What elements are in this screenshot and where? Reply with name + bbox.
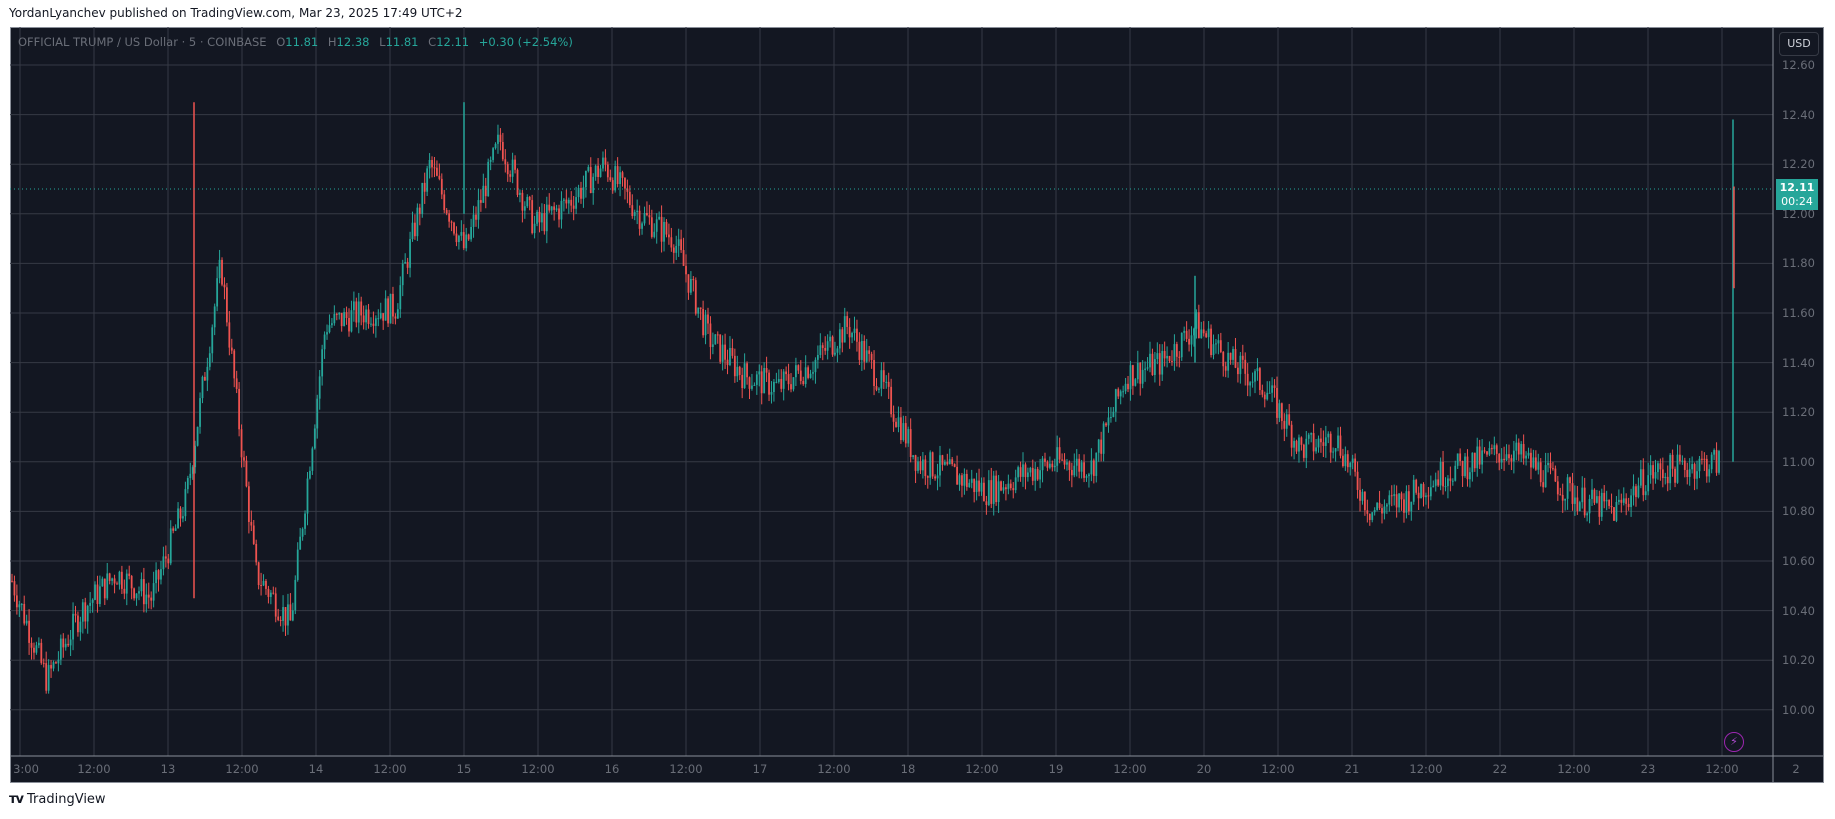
chart-legend: OFFICIAL TRUMP / US Dollar · 5 · COINBAS… <box>18 35 573 49</box>
time-label: 19 <box>1048 762 1064 776</box>
time-label: 15 <box>456 762 472 776</box>
tradingview-mark-icon: ᴛᴠ <box>9 792 24 807</box>
price-label: 11.20 <box>1782 405 1815 420</box>
high-value: 12.38 <box>336 35 370 49</box>
low-value: 11.81 <box>385 35 419 49</box>
price-label: 12.60 <box>1782 58 1815 72</box>
time-label: 17 <box>752 762 768 776</box>
time-label: 12:00 <box>1409 762 1443 776</box>
time-label: 12:00 <box>225 762 259 776</box>
change-value: +0.30 (+2.54%) <box>478 35 573 49</box>
price-label: 11.60 <box>1782 306 1815 320</box>
publish-info: YordanLyanchev published on TradingView.… <box>9 6 463 20</box>
time-label: 12:00 <box>669 762 703 776</box>
tradingview-brand: TradingView <box>27 792 106 807</box>
time-label: 20 <box>1196 762 1212 776</box>
time-label: 13 <box>160 762 176 776</box>
time-label: 12:00 <box>1261 762 1295 776</box>
open-value: 11.81 <box>285 35 319 49</box>
time-label: 12:00 <box>521 762 555 776</box>
price-label: 10.40 <box>1782 603 1815 618</box>
price-label: 10.80 <box>1782 504 1815 519</box>
time-label: 12:00 <box>965 762 999 776</box>
time-label: 16 <box>604 762 620 776</box>
time-label: 12:00 <box>817 762 851 776</box>
time-label: 23 <box>1640 762 1656 776</box>
price-label: 12.00 <box>1782 206 1815 221</box>
price-label: 10.00 <box>1782 702 1815 717</box>
close-value: 12.11 <box>436 35 470 49</box>
currency-button[interactable]: USD <box>1779 32 1819 56</box>
candles <box>11 102 1735 694</box>
time-label: 18 <box>900 762 916 776</box>
price-label: 12.20 <box>1782 157 1815 172</box>
price-label: 11.40 <box>1782 355 1815 370</box>
time-label: 22 <box>1492 762 1508 776</box>
symbol-title[interactable]: OFFICIAL TRUMP / US Dollar · 5 · COINBAS… <box>18 35 267 49</box>
chart-frame[interactable] <box>10 27 1824 783</box>
lightning-icon[interactable]: ⚡ <box>1724 732 1744 752</box>
time-label: 12:00 <box>1705 762 1739 776</box>
price-label: 10.20 <box>1782 653 1815 668</box>
price-label: 10.60 <box>1782 554 1815 568</box>
price-label: 11.00 <box>1782 454 1815 469</box>
time-label: 12:00 <box>1557 762 1591 776</box>
last-price-tag: 12.11 00:24 <box>1776 179 1818 210</box>
time-label: 12:00 <box>1113 762 1147 776</box>
time-label: 12:00 <box>373 762 407 776</box>
price-label: 12.40 <box>1782 107 1815 122</box>
last-price: 12.11 <box>1779 181 1815 194</box>
time-label: 2 <box>1792 762 1800 776</box>
time-label: 12:00 <box>77 762 111 776</box>
bar-countdown: 00:24 <box>1781 195 1813 208</box>
time-label: 3:00 <box>13 762 39 776</box>
tradingview-logo[interactable]: ᴛᴠ TradingView <box>9 792 106 807</box>
time-label: 14 <box>308 762 324 776</box>
price-label: 11.80 <box>1782 256 1815 271</box>
time-label: 21 <box>1344 762 1360 776</box>
